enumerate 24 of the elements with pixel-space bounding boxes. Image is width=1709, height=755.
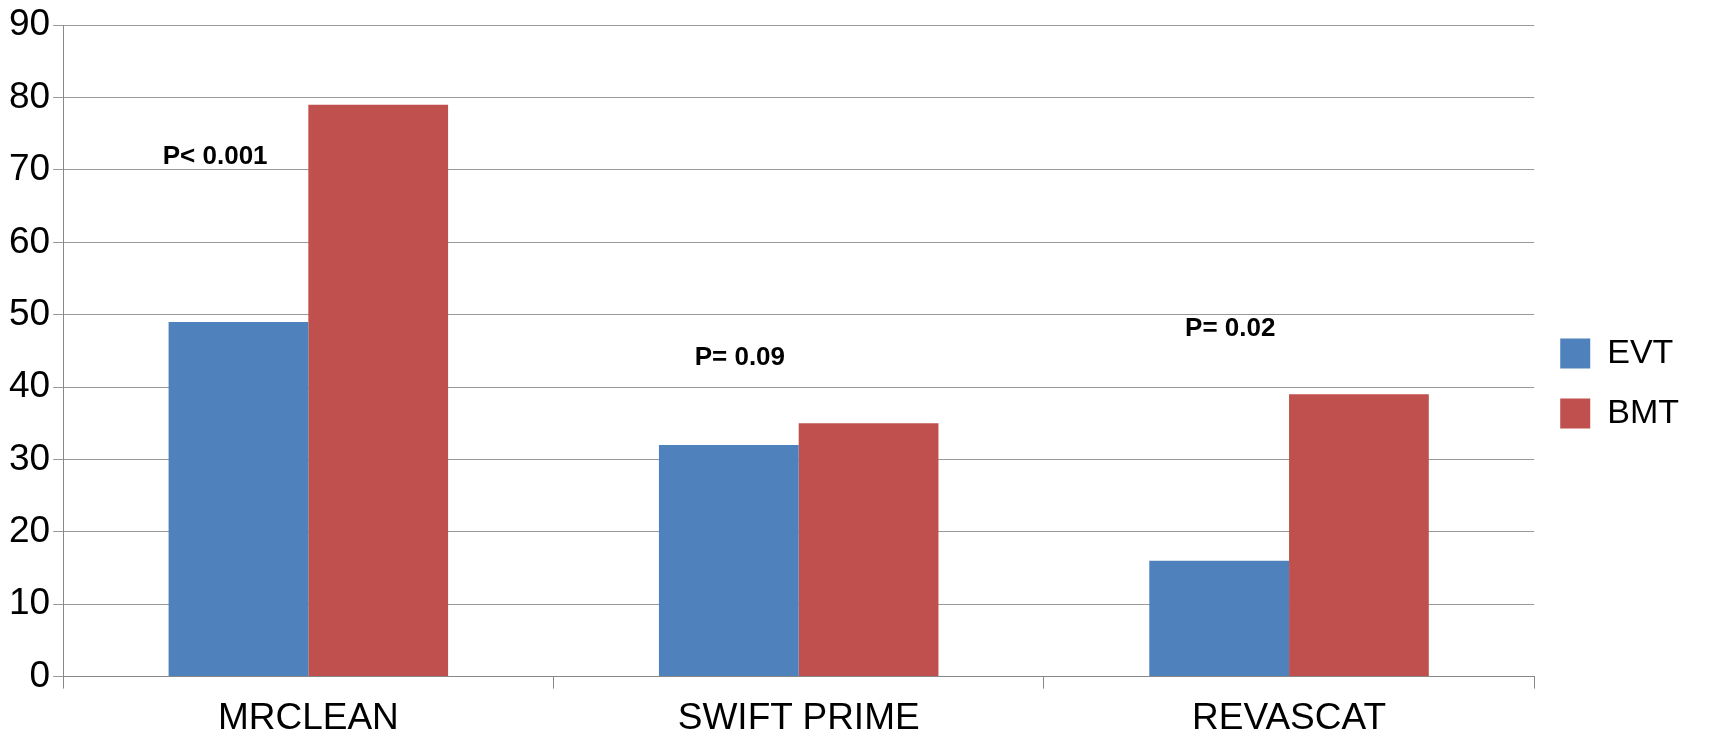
y-tick-label: 10 <box>9 581 51 623</box>
y-tick-label: 50 <box>9 291 51 333</box>
y-tick-label: 30 <box>9 436 51 478</box>
x-tick-label: SWIFT PRIME <box>677 696 920 737</box>
y-tick-label: 20 <box>9 509 51 551</box>
x-tick-label: MRCLEAN <box>217 696 399 737</box>
bar <box>798 423 939 677</box>
bar <box>658 444 799 677</box>
annotation: P< 0.001 <box>162 140 268 171</box>
x-tick-label: REVASCAT <box>1192 696 1387 737</box>
y-tick-label: 40 <box>9 364 51 406</box>
bar <box>308 104 449 677</box>
legend-label: BMT <box>1607 391 1680 430</box>
bar <box>168 321 309 677</box>
bar <box>1149 560 1290 677</box>
legend-label: EVT <box>1607 331 1674 370</box>
y-tick-label: 70 <box>9 147 51 189</box>
y-tick-label: 60 <box>9 219 51 261</box>
bar <box>1289 394 1429 677</box>
y-tick-label: 80 <box>9 74 51 116</box>
annotation: P= 0.02 <box>1185 312 1276 343</box>
y-tick-label: 0 <box>29 653 51 695</box>
y-tick-label: 90 <box>9 2 51 44</box>
annotation: P= 0.09 <box>694 341 786 372</box>
